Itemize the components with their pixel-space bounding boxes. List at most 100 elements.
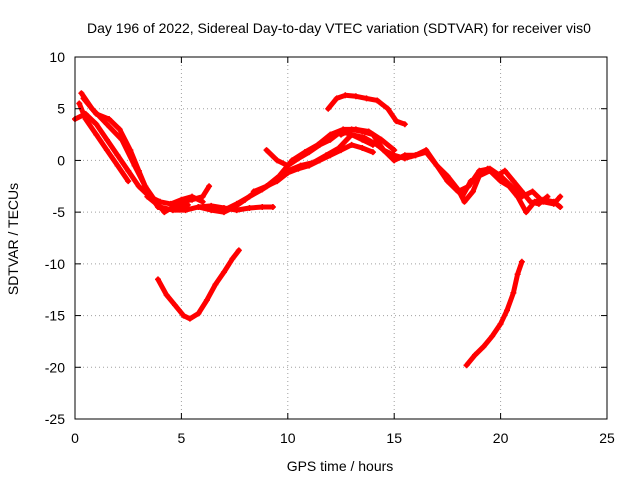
data-point — [76, 100, 83, 107]
data-point — [220, 269, 227, 276]
data-point — [263, 147, 270, 154]
data-point — [523, 209, 530, 216]
data-point — [80, 95, 87, 102]
data-points — [72, 90, 564, 369]
x-tick-label: 15 — [386, 430, 402, 446]
data-point — [93, 110, 100, 117]
data-point — [497, 178, 504, 185]
data-point — [348, 131, 355, 138]
series-track-15 — [463, 258, 525, 369]
y-axis-title: SDTVAR / TECUs — [5, 183, 21, 295]
data-point — [374, 97, 381, 104]
data-point — [125, 167, 132, 174]
data-point — [472, 351, 479, 358]
data-point — [157, 203, 164, 210]
data-point — [480, 343, 487, 350]
data-point — [93, 131, 100, 138]
chart-title: Day 196 of 2022, Sidereal Day-to-day VTE… — [87, 20, 591, 36]
data-point — [195, 203, 202, 210]
data-point — [455, 186, 462, 193]
data-point — [206, 183, 213, 190]
data-point — [178, 196, 185, 203]
data-point — [297, 162, 304, 169]
data-point — [369, 149, 376, 156]
data-point — [116, 126, 123, 133]
data-point — [463, 362, 470, 369]
data-point — [391, 152, 398, 159]
data-point — [82, 110, 89, 117]
data-point — [557, 193, 564, 200]
data-point — [469, 188, 476, 195]
data-point — [172, 302, 179, 309]
data-point — [459, 193, 466, 200]
data-point — [527, 198, 534, 205]
data-point — [144, 193, 151, 200]
data-point — [363, 95, 370, 102]
data-point — [493, 172, 500, 179]
data-point — [369, 141, 376, 148]
data-point — [106, 116, 113, 123]
data-point — [310, 159, 317, 166]
data-point — [501, 167, 508, 174]
series-track-14 — [154, 247, 242, 322]
data-point — [401, 121, 408, 128]
data-point — [369, 131, 376, 138]
data-point — [325, 105, 332, 112]
data-point — [359, 128, 366, 135]
data-point — [467, 178, 474, 185]
data-point — [401, 155, 408, 162]
y-tick-label: -15 — [45, 308, 65, 324]
data-point — [348, 126, 355, 133]
data-point — [476, 172, 483, 179]
data-point — [338, 131, 344, 138]
data-point — [229, 255, 236, 262]
y-tick-label: -25 — [45, 411, 65, 427]
data-point — [489, 333, 496, 340]
data-point — [423, 149, 430, 156]
data-point — [550, 198, 557, 205]
series-track-13 — [459, 165, 551, 207]
y-tick-label: -20 — [45, 359, 65, 375]
data-point — [514, 271, 521, 278]
x-tick-label: 0 — [71, 430, 79, 446]
data-point — [284, 162, 291, 169]
data-point — [233, 200, 240, 207]
data-point — [78, 90, 85, 97]
data-point — [444, 172, 451, 179]
data-point — [359, 145, 366, 152]
x-tick-label: 5 — [178, 430, 186, 446]
data-point — [212, 281, 219, 288]
series-track-9 — [263, 128, 376, 169]
data-point — [484, 165, 491, 172]
data-point — [169, 207, 176, 214]
data-point — [186, 315, 193, 322]
data-point — [246, 193, 253, 200]
data-point — [125, 178, 132, 185]
data-point — [135, 183, 142, 190]
data-point — [114, 162, 121, 169]
data-point — [529, 188, 536, 195]
data-point — [195, 310, 202, 317]
data-point — [335, 145, 342, 152]
data-point — [348, 141, 355, 148]
data-point — [510, 178, 517, 185]
data-point — [274, 157, 281, 164]
data-point — [184, 201, 191, 208]
data-point — [327, 136, 334, 143]
data-point — [103, 147, 110, 154]
data-point — [391, 157, 398, 164]
data-point — [461, 198, 468, 205]
data-point — [316, 141, 323, 148]
y-tick-label: 10 — [49, 49, 65, 65]
data-point — [180, 312, 187, 319]
data-point — [182, 207, 189, 214]
data-point — [250, 188, 257, 195]
data-point — [333, 95, 340, 102]
data-point — [518, 188, 525, 195]
data-point — [93, 121, 100, 128]
data-point — [103, 121, 110, 128]
data-point — [412, 152, 419, 159]
data-point — [246, 205, 253, 212]
